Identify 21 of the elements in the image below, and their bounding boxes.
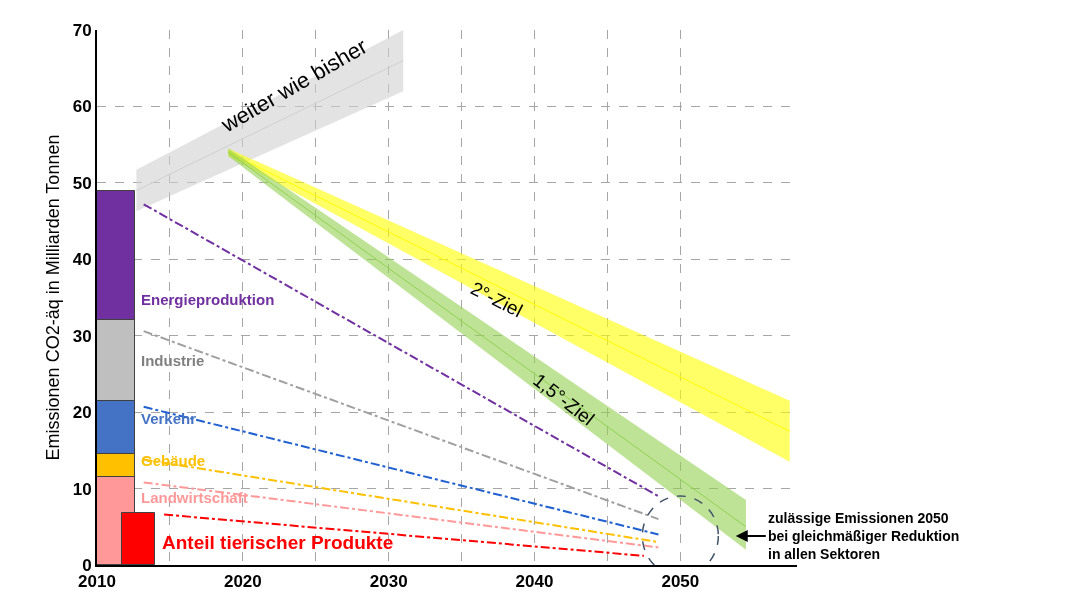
series-label: Industrie [141, 352, 205, 369]
x-tick-label: 2050 [661, 572, 700, 592]
y-tick-label: 50 [72, 173, 92, 193]
x-tick-label: 2040 [515, 572, 554, 592]
x-tick-label: 2010 [78, 572, 116, 592]
y-tick-label: 10 [72, 479, 92, 499]
series-label: Energieproduktion [141, 291, 275, 308]
y-tick-label: 30 [72, 326, 92, 346]
x-tick-label: 2030 [369, 572, 408, 592]
y-tick-label: 40 [72, 250, 92, 270]
y-tick-label: 60 [72, 97, 92, 117]
series-label: Landwirtschaft [141, 489, 248, 506]
y-tick-label: 20 [72, 403, 92, 423]
y-tick-label: 0 [82, 555, 92, 575]
y-tick-label: 70 [72, 20, 92, 40]
series-label: Gebäude [141, 452, 206, 469]
series-label: Verkehr [141, 410, 197, 427]
x-tick-label: 2020 [223, 572, 262, 592]
annotation: zulässige Emissionen 2050 bei gleichmäßiger Reduktion in allen Sektoren [768, 510, 960, 563]
y-axis-title: Emissionen CO2-äq in Milliarden Tonnen [43, 134, 64, 461]
series-label: Anteil tierischer Produkte [162, 532, 394, 553]
